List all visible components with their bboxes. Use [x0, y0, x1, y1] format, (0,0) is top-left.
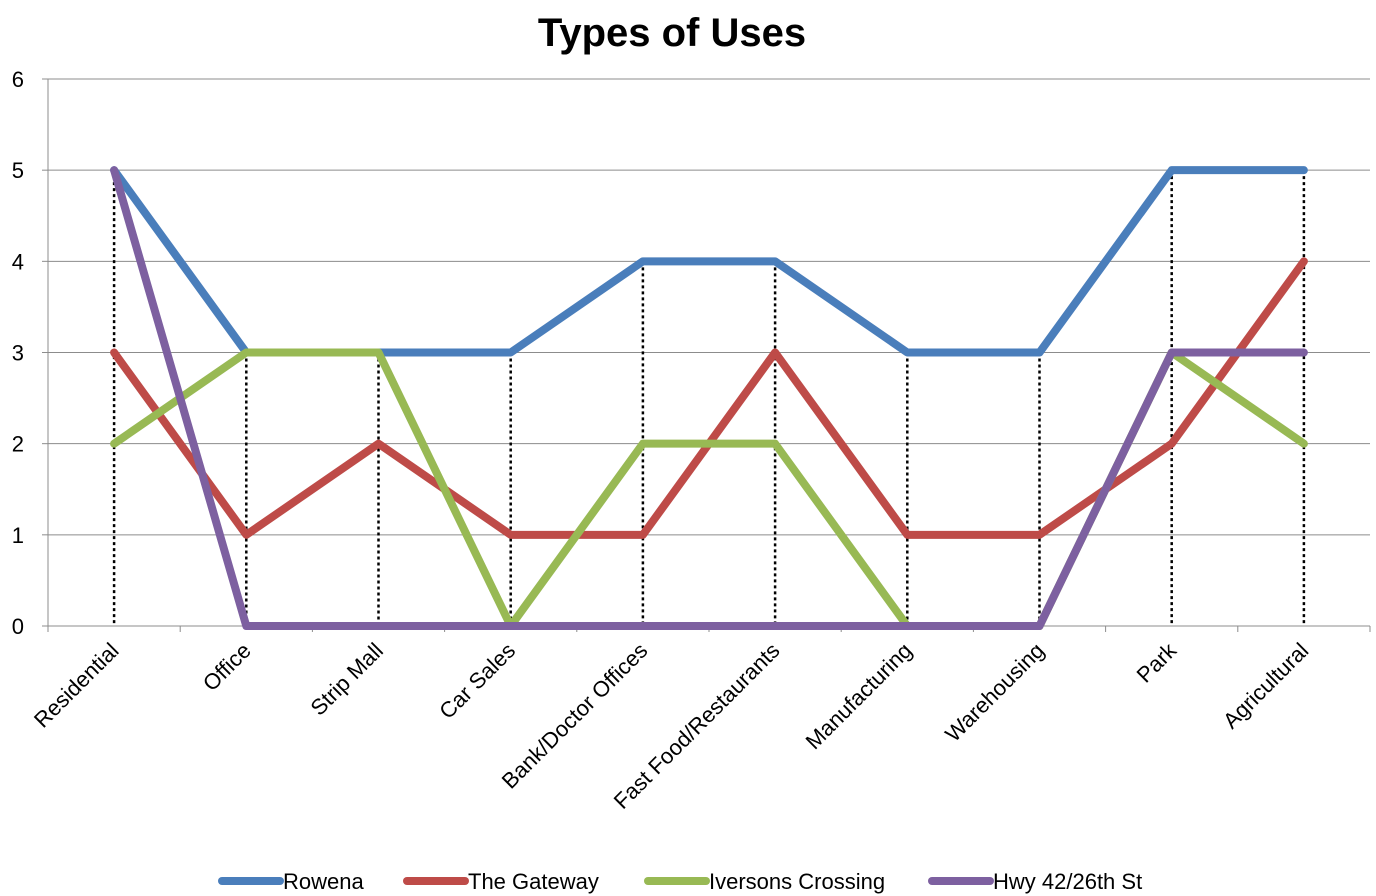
data-point: [774, 352, 776, 353]
legend: Rowena The Gateway Iversons Crossing Hwy 42…: [218, 869, 1142, 894]
data-point: [378, 625, 379, 627]
x-tick-label: Car Sales: [434, 638, 520, 724]
data-point: [906, 352, 908, 353]
data-point: [510, 352, 512, 353]
y-tick-label: 2: [12, 432, 24, 457]
y-axis-ticks: 0 1 2 3 4 5 6: [12, 67, 48, 639]
data-point: [906, 534, 908, 536]
series-line-3: [110, 166, 1308, 630]
x-tick-label: Manufacturing: [801, 638, 917, 754]
data-point: [642, 534, 644, 536]
legend-label: Rowena: [283, 869, 364, 894]
data-point: [774, 625, 776, 627]
y-tick-label: 3: [12, 341, 24, 366]
data-point: [113, 169, 115, 171]
x-tick-label: Strip Mall: [306, 638, 389, 721]
x-axis-ticks: Residential Office Strip Mall Car SalesBank…: [29, 637, 1313, 814]
y-tick-label: 6: [12, 67, 24, 92]
series-line-1: [110, 257, 1308, 539]
legend-label: The Gateway: [468, 869, 599, 894]
data-point: [113, 443, 115, 445]
data-point: [774, 443, 776, 445]
x-tick-label: Warehousing: [940, 638, 1049, 747]
data-point: [906, 625, 908, 627]
data-point: [642, 443, 644, 445]
data-point: [1171, 352, 1173, 353]
data-point: [113, 352, 115, 353]
x-tick-label: Agricultural: [1218, 638, 1313, 733]
data-point: [510, 534, 512, 536]
data-point: [245, 352, 247, 353]
data-point: [245, 625, 247, 627]
y-tick-label: 5: [12, 158, 24, 183]
x-tick-label: Bank/Doctor Offices: [497, 638, 653, 794]
data-point: [378, 352, 379, 353]
x-tick-label: Office: [198, 638, 256, 696]
data-point: [642, 625, 644, 627]
chart-title: Types of Uses: [538, 11, 806, 55]
data-point: [1303, 352, 1305, 353]
legend-label: Hwy 42/26th St: [993, 869, 1142, 894]
data-point: [642, 260, 644, 262]
data-point: [1039, 352, 1040, 353]
legend-label: Iversons Crossing: [709, 869, 885, 894]
data-point: [1039, 534, 1040, 536]
data-point: [378, 443, 379, 445]
data-point: [1303, 169, 1305, 171]
data-point: [1303, 443, 1305, 445]
y-tick-label: 1: [12, 523, 24, 548]
data-point: [510, 625, 512, 627]
data-point: [1171, 169, 1173, 171]
x-tick-label: Residential: [29, 638, 124, 733]
data-point: [1303, 260, 1305, 262]
x-tick-label: Park: [1132, 637, 1182, 687]
y-tick-label: 4: [12, 249, 24, 274]
data-point: [774, 260, 776, 262]
data-point: [245, 534, 247, 536]
series-lines: [110, 166, 1308, 630]
data-point: [1039, 625, 1040, 627]
y-tick-label: 0: [12, 614, 24, 639]
data-point: [1171, 443, 1173, 445]
series-line-2: [110, 348, 1308, 630]
